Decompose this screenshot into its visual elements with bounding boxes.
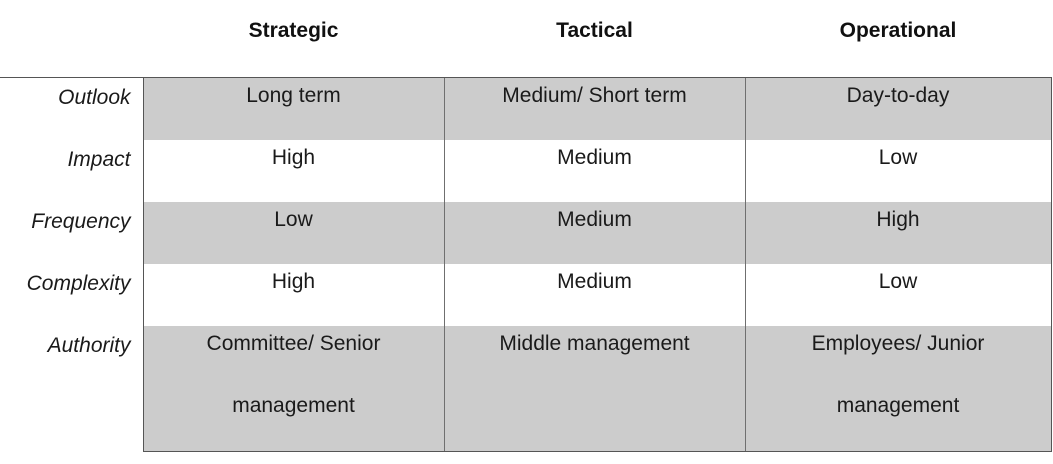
cell-frequency-strategic: Low	[142, 201, 445, 264]
cell-impact-tactical: Medium	[443, 139, 746, 202]
cell-authority-tactical: Middle management	[443, 325, 746, 452]
cell-authority-tactical-line-1: Middle management	[499, 331, 690, 355]
row-impact: Impact High Medium Low	[0, 139, 1052, 202]
row-label-authority: Authority	[0, 325, 143, 452]
row-label-impact: Impact	[0, 139, 143, 202]
cell-impact-strategic: High	[142, 139, 445, 202]
cell-authority-operational-line-2: management	[836, 393, 960, 417]
cell-outlook-operational: Day-to-day	[744, 77, 1052, 140]
cell-authority-strategic-line-2: management	[232, 393, 355, 417]
row-label-frequency: Frequency	[0, 201, 143, 264]
cell-complexity-strategic: High	[142, 263, 445, 326]
row-frequency: Frequency Low Medium High	[0, 201, 1052, 264]
header-tactical: Tactical	[444, 0, 745, 78]
header-row: Strategic Tactical Operational	[0, 0, 1051, 78]
header-strategic: Strategic	[143, 0, 444, 78]
cell-frequency-operational: High	[744, 201, 1052, 264]
row-label-outlook: Outlook	[0, 77, 143, 140]
header-corner	[0, 0, 143, 78]
cell-complexity-operational: Low	[744, 263, 1052, 326]
header-operational: Operational	[745, 0, 1051, 78]
cell-frequency-tactical: Medium	[443, 201, 746, 264]
cell-authority-strategic-line-1: Committee/ Senior	[206, 331, 381, 355]
cell-outlook-strategic: Long term	[142, 77, 445, 140]
cell-impact-operational: Low	[744, 139, 1052, 202]
cell-outlook-tactical: Medium/ Short term	[443, 77, 746, 140]
row-complexity: Complexity High Medium Low	[0, 263, 1052, 326]
row-outlook: Outlook Long term Medium/ Short term Day…	[0, 77, 1052, 140]
cell-authority-operational-line-1: Employees/ Junior	[811, 331, 985, 355]
cell-authority-operational: Employees/ Junior management	[744, 325, 1052, 452]
decision-levels-table: Strategic Tactical Operational Outlook L…	[0, 0, 1052, 452]
cell-authority-strategic: Committee/ Senior management	[142, 325, 445, 452]
row-label-complexity: Complexity	[0, 263, 143, 326]
cell-complexity-tactical: Medium	[443, 263, 746, 326]
row-authority: Authority Committee/ Senior management M…	[0, 325, 1052, 452]
